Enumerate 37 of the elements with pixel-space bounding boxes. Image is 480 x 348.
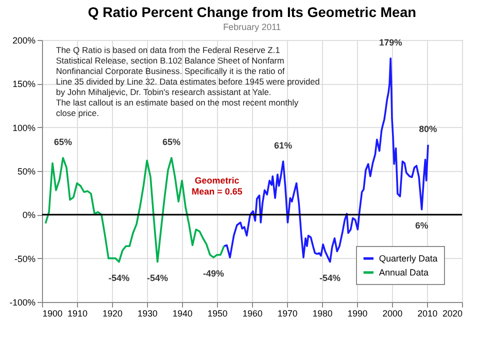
y-tick-label: 150% [12, 79, 36, 90]
annotation: -54% [146, 272, 168, 283]
x-tick-label: 1960 [242, 308, 263, 318]
chart-subtitle: February 2011 [223, 22, 281, 32]
legend-label: Quarterly Data [379, 254, 438, 264]
x-tick-label: 1970 [277, 308, 298, 318]
annotation: -54% [108, 272, 130, 283]
x-tick-label: 2020 [442, 308, 462, 318]
annotation: 65% [54, 136, 72, 147]
x-tick-label: 1950 [207, 308, 228, 318]
legend-label: Annual Data [379, 268, 429, 278]
annotation: The last callout is an estimate based on the most recent monthly close price. [56, 98, 300, 118]
x-tick-label: 1990 [347, 308, 368, 318]
y-tick-label: 200% [12, 36, 36, 46]
annotation: 65% [162, 136, 181, 147]
x-tick-label: 1910 [67, 308, 88, 318]
x-tick-label: 2000 [382, 308, 403, 318]
y-tick-label: -50% [14, 254, 36, 264]
y-tick-label: -100% [9, 298, 36, 308]
annotation: 80% [419, 124, 438, 134]
annotation: 61% [274, 140, 292, 150]
x-tick-label: 1980 [312, 308, 333, 318]
annotation: -49% [202, 268, 224, 278]
x-tick-label: 2010 [417, 308, 438, 318]
x-tick-label: 1900 [42, 308, 63, 318]
y-tick-label: 100% [12, 122, 36, 133]
x-tick-label: 1920 [102, 308, 123, 318]
annotation: -54% [320, 272, 341, 283]
annotation: 179% [379, 37, 402, 48]
annotation: Geometric Mean = 0.65 [192, 176, 242, 197]
x-tick-label: 1930 [137, 308, 158, 318]
annotation: 6% [415, 220, 428, 230]
chart-title: Q Ratio Percent Change from Its Geometric Mean [88, 4, 416, 20]
y-tick-label: 0% [22, 210, 36, 220]
y-tick-label: 50% [17, 166, 36, 176]
annotation: The Q Ratio is based on data from the Federal Reserve Z.1 Statistical Release, section B.102 Balance Sheet of Nonfarm Nonfinancial Corporate Business. Specifically it is the ratio of Line 35 divided by Line 32. Data estimates before 1945 were provided by John Mihaljevic, Dr. Tobin's research assistant at Yale. [56, 45, 320, 97]
x-tick-label: 1940 [172, 308, 193, 318]
